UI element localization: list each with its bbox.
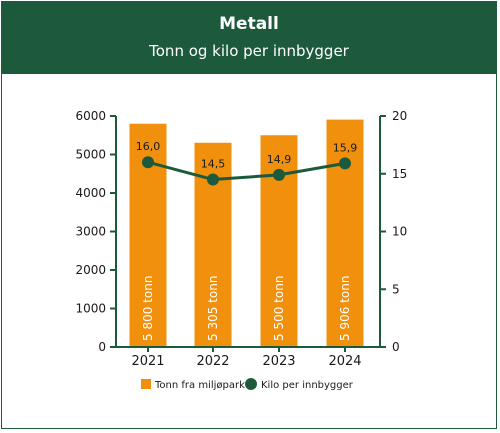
bar-value-label-2023: 5 500 tonn bbox=[272, 276, 286, 341]
legend-label-line: Kilo per innbygger bbox=[261, 380, 354, 391]
left-tick-label-6000: 6000 bbox=[75, 109, 106, 123]
right-tick-label-5: 5 bbox=[392, 282, 400, 296]
left-tick-label-2000: 2000 bbox=[75, 263, 106, 277]
chart-header: Metall Tonn og kilo per innbygger bbox=[2, 2, 496, 74]
line-kilo-per-innbygger bbox=[147, 160, 346, 182]
x-tick-label-2022: 2022 bbox=[196, 354, 229, 369]
x-tick-label-2021: 2021 bbox=[131, 354, 164, 369]
left-tick-label-5000: 5000 bbox=[75, 148, 106, 162]
bar-value-label-2022: 5 305 tonn bbox=[206, 276, 220, 341]
line-point-2021 bbox=[142, 156, 154, 169]
x-tick-label-2024: 2024 bbox=[328, 354, 361, 369]
line-point-2023 bbox=[273, 168, 285, 181]
line-point-2022 bbox=[207, 173, 219, 186]
line-point-label-2021: 16,0 bbox=[136, 140, 161, 153]
right-tick-label-0: 0 bbox=[392, 340, 400, 354]
line-point-label-2023: 14,9 bbox=[267, 153, 292, 166]
bar-value-label-2021: 5 800 tonn bbox=[141, 276, 155, 341]
right-tick-label-10: 10 bbox=[392, 225, 407, 239]
line-point-2024 bbox=[339, 157, 351, 170]
left-tick-label-4000: 4000 bbox=[75, 186, 106, 200]
bar-value-label-2024: 5 906 tonn bbox=[338, 276, 352, 341]
right-tick-label-20: 20 bbox=[392, 109, 407, 123]
left-tick-label-3000: 3000 bbox=[75, 225, 106, 239]
x-tick-label-2023: 2023 bbox=[262, 354, 295, 369]
right-tick-label-15: 15 bbox=[392, 167, 407, 181]
legend-label-bars: Tonn fra miljøpark bbox=[154, 380, 245, 391]
chart-title: Metall bbox=[219, 14, 279, 34]
chart-subtitle: Tonn og kilo per innbygger bbox=[149, 42, 349, 60]
legend-swatch-bars bbox=[141, 379, 151, 389]
line-point-label-2022: 14,5 bbox=[201, 158, 226, 171]
left-tick-label-1000: 1000 bbox=[75, 302, 106, 316]
line-point-label-2024: 15,9 bbox=[333, 141, 358, 154]
legend-swatch-line bbox=[245, 378, 257, 390]
left-tick-label-0: 0 bbox=[98, 340, 106, 354]
